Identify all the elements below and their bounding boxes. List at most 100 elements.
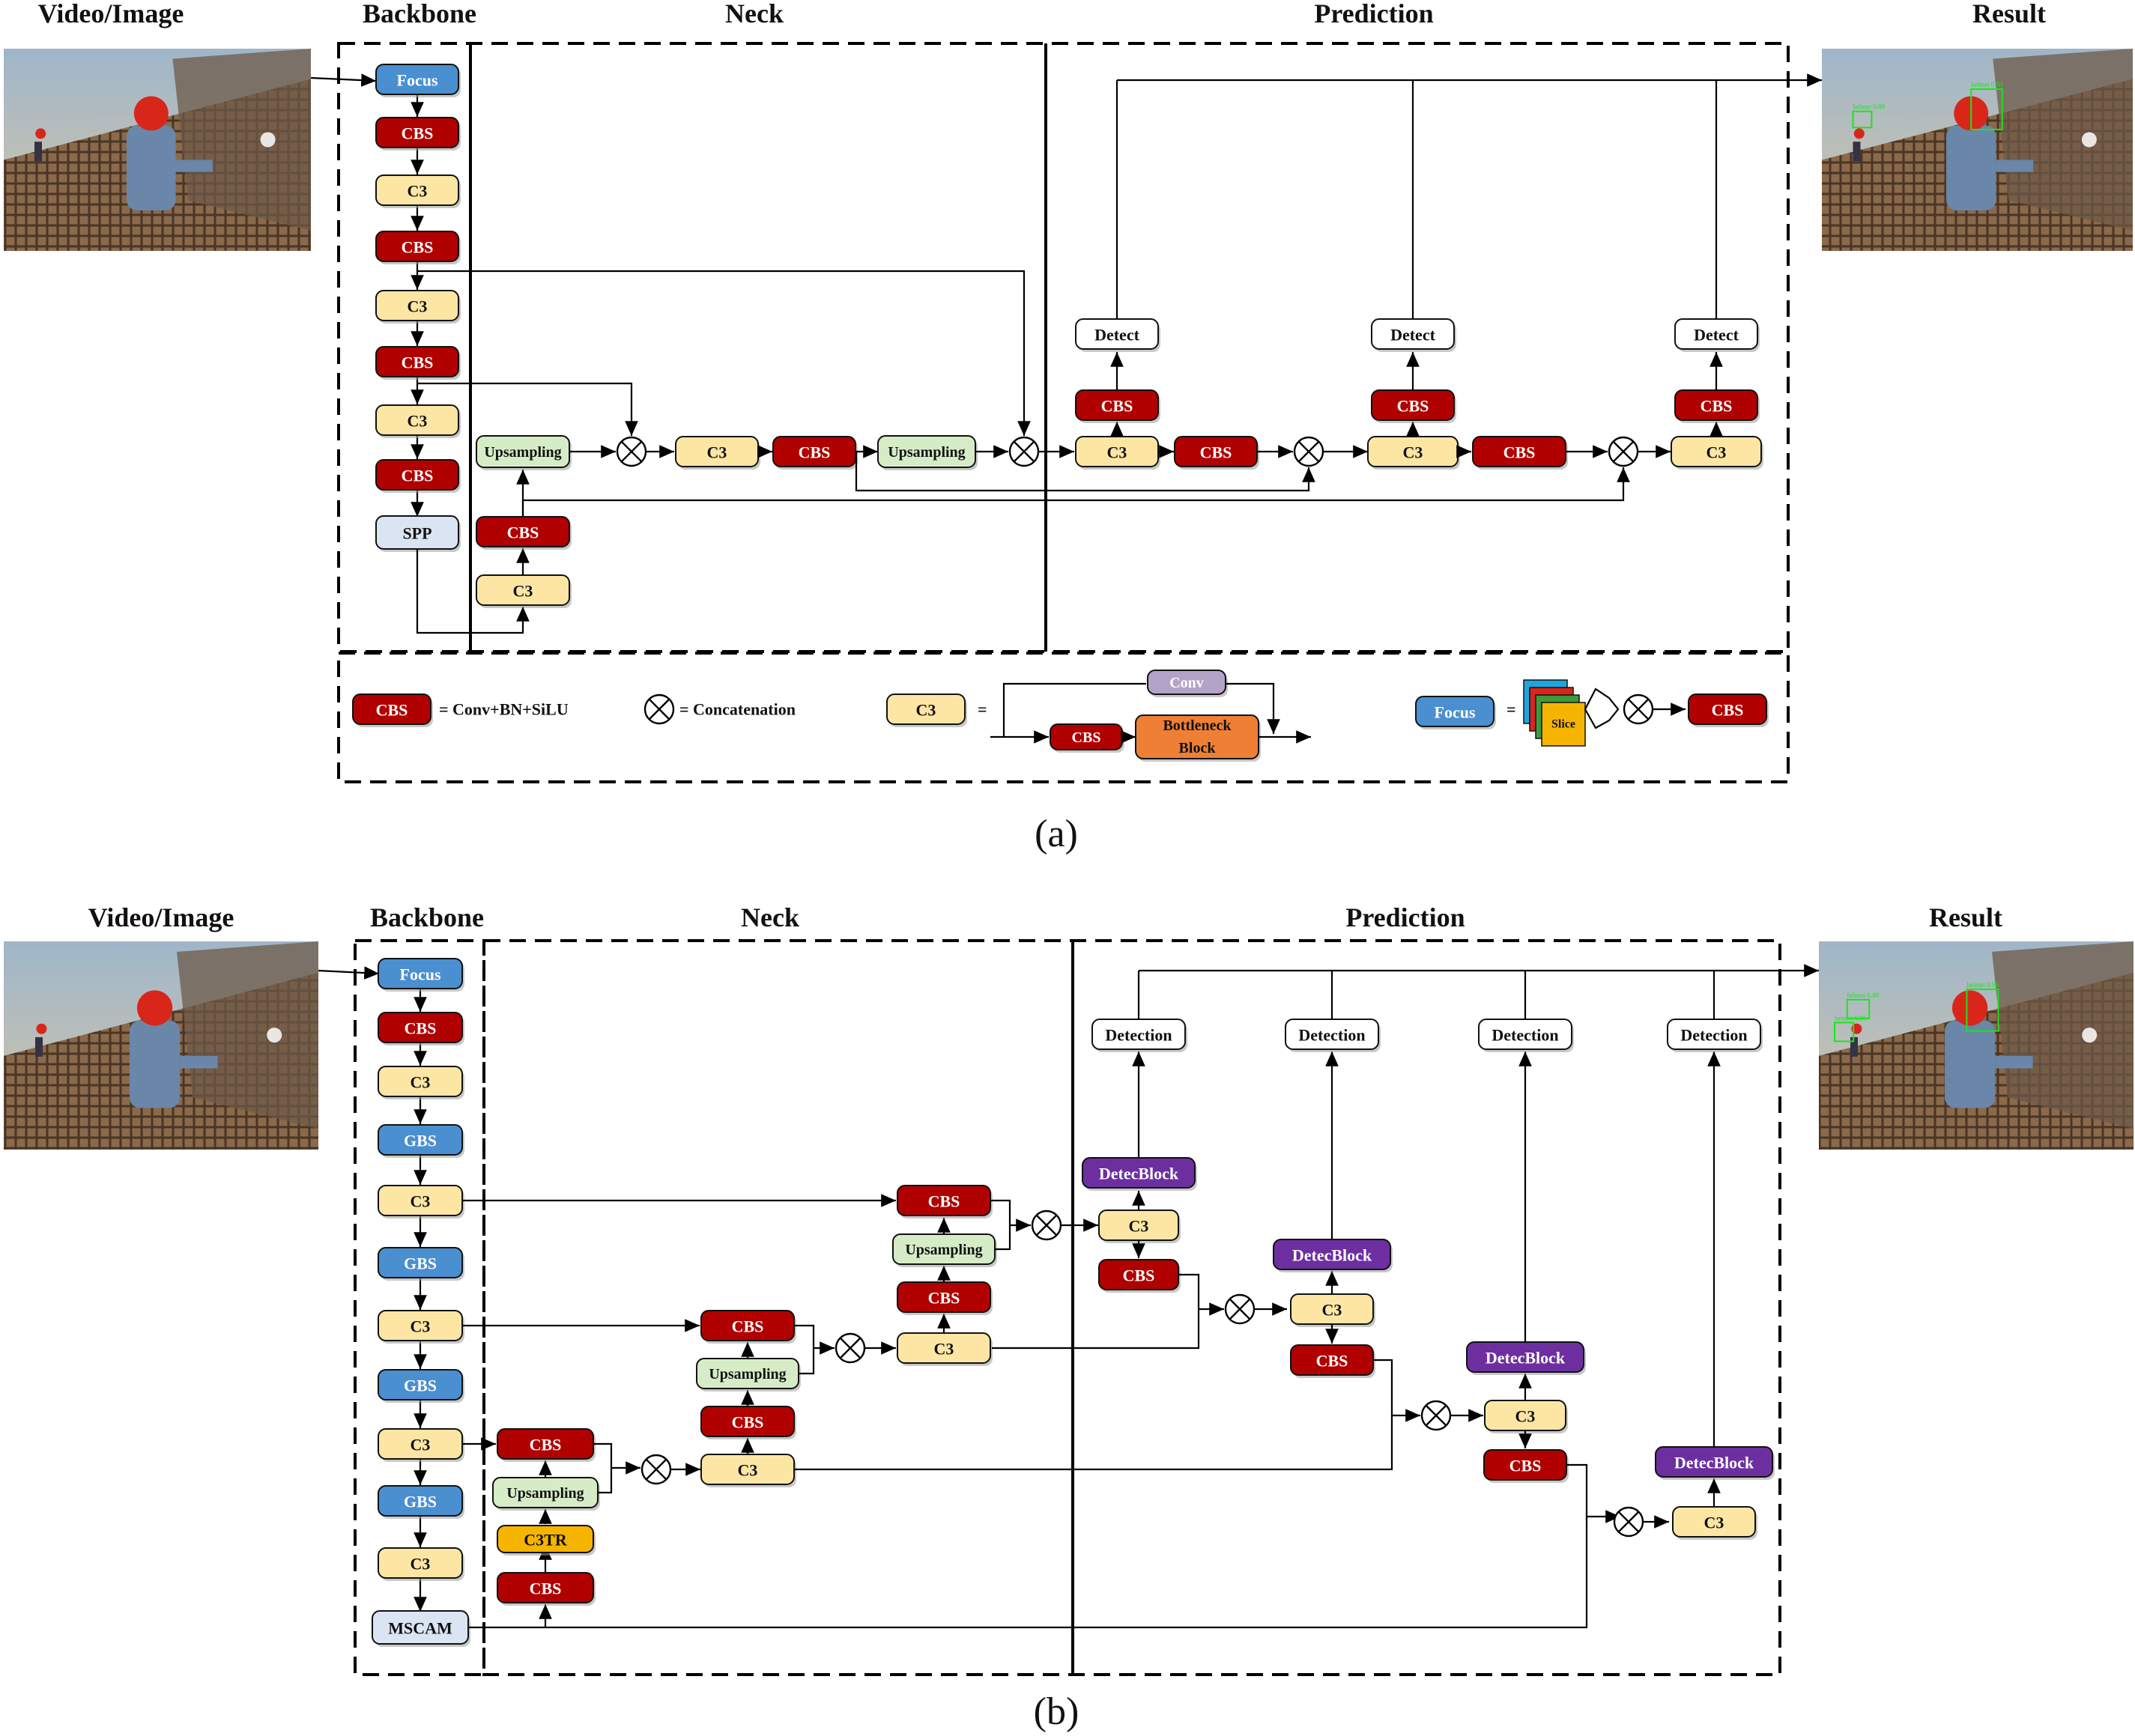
input-photo-a-wall [172,49,311,231]
neck-b-upsampling-1: Upsampling [492,1477,600,1511]
legend-c3-cbs-label: CBS [1072,729,1101,746]
neck-c3-bottom-label: C3 [513,582,533,601]
result-photo-a-bg-worker [1853,142,1861,162]
concat-b-2 [835,1332,866,1364]
detection-head-3-label: Detection [1492,1026,1558,1045]
backbone-b-gbs-3-box [378,1124,463,1156]
connector-pred-b [1566,1463,1588,1520]
legend-conv-box [1147,670,1226,695]
input-photo-a-helmet [133,96,169,131]
pred-head-cbs-1-label: CBS [1397,397,1429,416]
panel-a-yolov5: Video/Image Backbone Neck Prediction Result h… [4,0,2133,855]
backbone-spp-8-label: SPP [402,524,431,543]
result-photo-a-worker-body [1946,125,1996,210]
pred-b-cbs-2: CBS [1290,1344,1375,1378]
result-photo-a-worker-arm [1996,160,2034,172]
legend-bottleneck-block-label: Bottleneck [1163,717,1232,734]
backbone-spp-8: SPP [375,515,461,552]
pred-b-c3-1: C3 [1098,1210,1181,1243]
pred-c3-3-label: C3 [1707,443,1727,462]
backbone-focus-0: Focus [375,64,461,97]
neck-b-cbs-2-label: CBS [530,1436,562,1454]
input-photo-a-bg-helmet [35,128,46,139]
neck-b-c3-2: C3 [897,1332,993,1366]
header-result-b: Result [1929,902,2002,932]
panel-b-improved-model: Video/Image Backbone Neck Prediction Result h… [4,902,2134,1733]
backbone-cbs-3: CBS [375,231,461,264]
pred-b-c3-4: C3 [1672,1506,1757,1540]
backbone-b-gbs-7-label: GBS [404,1377,437,1395]
neck-b-cbs-5-label: CBS [928,1289,960,1308]
backbone-cbs-7-label: CBS [402,467,434,485]
concat-a-4 [1608,436,1639,467]
backbone-c3-2-box [375,174,459,206]
neck-c3-mid-label: C3 [707,443,727,462]
neck-c3-mid: C3 [675,436,760,470]
backbone-cbs-5: CBS [375,346,461,380]
detecblock-1-label: DetecBlock [1099,1165,1179,1183]
input-photo-b-worker-arm [180,1055,218,1069]
pred-b-c3-2-label: C3 [1322,1301,1342,1320]
caption-b: (b) [1034,1690,1079,1733]
backbone-b-cbs-1-label: CBS [405,1019,437,1038]
legend-c3-label: C3 [916,701,936,720]
backbone-cbs-7: CBS [375,459,461,493]
pred-cbs-1-label: CBS [1200,443,1232,462]
pred-c3-2-label: C3 [1403,443,1423,462]
backbone-cbs-5-label: CBS [402,353,434,372]
backbone-b-gbs-9-label: GBS [404,1493,437,1511]
backbone-b-gbs-9-box [378,1485,463,1517]
result-photo-b-detection-label: helmet 0.86 [1835,1014,1867,1022]
connector-skip-p4 [417,382,638,436]
input-photo-a-worker-arm [175,160,213,172]
input-photo-a-bg-worker [34,142,42,162]
connector-input-focus-b [318,966,380,980]
backbone-b-gbs-9: GBS [378,1485,464,1519]
caption-a: (a) [1035,813,1078,855]
neck-b-cbs-4-label: CBS [732,1317,764,1336]
frame-main-a [337,42,1790,653]
neck-b-c3tr-label: C3TR [524,1531,568,1550]
header-video-image-b: Video/Image [88,902,234,932]
detect-head-0-label: Detect [1094,326,1140,345]
legend-bottleneck-line2: Block [1179,740,1217,756]
concat-b-5 [1420,1400,1452,1431]
connector-mscam-pred [468,1510,1620,1629]
detection-head-2-label: Detection [1298,1026,1365,1045]
backbone-cbs-3-label: CBS [402,238,434,257]
neck-b-cbs-2: CBS [497,1428,596,1462]
result-photo-b-helmet [1951,990,1988,1026]
detection-head-4-label: Detection [1680,1026,1747,1045]
legend-conv-label: Conv [1169,675,1204,691]
legend-slice-label: Slice [1551,718,1575,731]
detect-head-1: Detect [1371,318,1456,352]
detection-head-3: Detection [1478,1019,1574,1052]
backbone-b-gbs-7: GBS [378,1369,464,1403]
concat-b-6 [1613,1506,1644,1538]
header-video-image: Video/Image [38,0,184,28]
backbone-b-gbs-5-label: GBS [404,1254,437,1273]
legend-cbs-label: CBS [376,701,408,720]
backbone-b-mscam-11: MSCAM [372,1610,470,1647]
result-photo-b-detection-box [1966,988,1999,1032]
backbone-b-gbs-7-box [378,1369,463,1400]
input-photo-b-bg-worker [35,1037,43,1057]
concat-b-3 [1031,1210,1062,1241]
pred-b-c3-1-label: C3 [1129,1217,1149,1236]
detect-head-2-label: Detect [1694,326,1739,345]
neck-b-upsampling-2-label: Upsampling [709,1366,786,1383]
pred-b-cbs-1: CBS [1098,1259,1181,1293]
connector-pred-b [992,1273,1200,1350]
neck-b-c3-2-label: C3 [934,1340,954,1359]
concat-a-1 [616,436,647,467]
legend-bottleneck-block: Bottleneck [1135,714,1261,762]
backbone-cbs-7-box [375,459,459,491]
input-photo-a-weld-spark [260,132,276,148]
legend-concat-symbol [643,694,675,725]
backbone-b-c3-4: C3 [378,1185,464,1218]
neck-cbs-mid-label: CBS [799,443,831,462]
neck-b-cbs-5: CBS [897,1281,993,1315]
legend-concat-definition: = Concatenation [679,700,796,719]
backbone-cbs-1: CBS [375,117,461,151]
